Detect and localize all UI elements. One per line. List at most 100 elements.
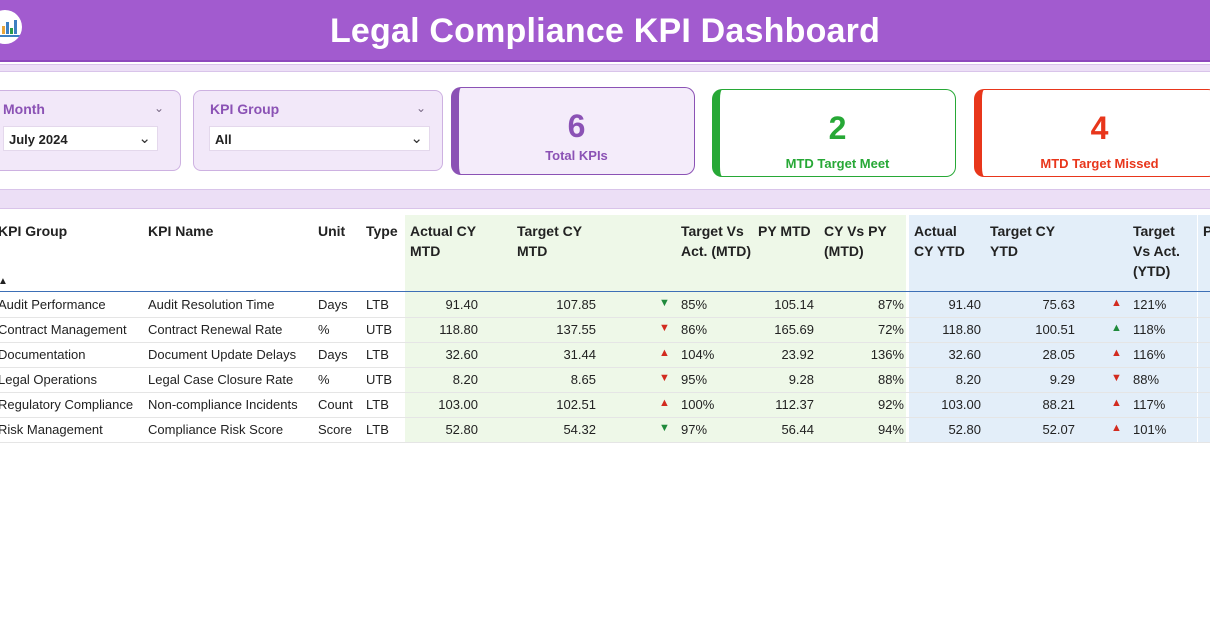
column-header-actual-cy-ytd[interactable]: Actual CY YTD xyxy=(914,223,965,259)
mtd-target-missed-card: 4 MTD Target Missed xyxy=(974,89,1210,177)
cell-kpi-name: Contract Renewal Rate xyxy=(148,322,283,337)
cell-actual-cy-ytd: 8.20 xyxy=(955,372,981,387)
cell-target-cy-mtd: 137.55 xyxy=(556,322,596,337)
cell-target-vs-act-ytd: 118% xyxy=(1133,322,1166,337)
table-row[interactable]: Audit Performance Audit Resolution Time Da… xyxy=(0,292,1210,317)
table-row[interactable]: Risk Management Compliance Risk Score Scor… xyxy=(0,417,1210,442)
cell-cy-vs-py-mtd: 72% xyxy=(877,322,904,337)
kpi-group-dropdown[interactable]: All ⌄ xyxy=(209,126,430,151)
chevron-down-icon[interactable]: ⌄ xyxy=(415,101,426,115)
column-header-kpi-group[interactable]: KPI Group xyxy=(0,223,68,239)
ytd-column-group xyxy=(909,215,1197,442)
cell-cy-vs-py-mtd: 94% xyxy=(877,422,904,437)
column-header-target-cy-mtd[interactable]: Target CY MTD xyxy=(517,223,582,259)
cell-unit: Count xyxy=(318,397,353,412)
total-kpis-label: Total KPIs xyxy=(545,148,608,163)
cell-target-vs-act-ytd: 117% xyxy=(1133,397,1166,412)
total-kpis-value: 6 xyxy=(567,108,586,144)
cell-target-vs-act-ytd: 116% xyxy=(1133,347,1166,362)
cell-target-vs-act-ytd: 101% xyxy=(1133,422,1167,437)
cell-py-mtd: 112.37 xyxy=(775,397,814,412)
column-header-cy-vs-py-mtd[interactable]: CY Vs PY (MTD) xyxy=(824,223,887,259)
cell-cy-vs-py-mtd: 136% xyxy=(870,347,904,362)
cell-target-vs-act-mtd: 86% xyxy=(681,322,708,337)
cell-kpi-group: Audit Performance xyxy=(0,297,106,312)
cell-kpi-name: Audit Resolution Time xyxy=(148,297,275,312)
cell-kpi-name: Compliance Risk Score xyxy=(148,422,284,437)
triangle-up-icon: ▲ xyxy=(1111,297,1122,309)
table-row[interactable]: Contract Management Contract Renewal Rate… xyxy=(0,317,1210,342)
mtd-target-meet-card: 2 MTD Target Meet xyxy=(712,89,956,177)
cell-target-cy-mtd: 54.32 xyxy=(563,422,596,437)
divider-band xyxy=(0,189,1210,209)
row-divider xyxy=(0,442,1210,443)
row-divider xyxy=(0,367,1210,368)
cell-kpi-group: Risk Management xyxy=(0,422,103,437)
column-header-target-vs-act-mtd[interactable]: Target Vs Act. (MTD) xyxy=(681,223,751,259)
cell-actual-cy-mtd: 91.40 xyxy=(445,297,478,312)
triangle-up-icon: ▲ xyxy=(1111,397,1122,409)
cell-actual-cy-ytd: 103.00 xyxy=(941,397,981,412)
cell-target-cy-mtd: 107.85 xyxy=(556,297,596,312)
cell-kpi-name: Document Update Delays xyxy=(148,347,297,362)
triangle-up-icon: ▲ xyxy=(1111,322,1122,334)
cell-kpi-group: Contract Management xyxy=(0,322,127,337)
kpi-group-slicer: KPI Group ⌄ All ⌄ xyxy=(193,90,443,171)
cell-actual-cy-mtd: 32.60 xyxy=(445,347,478,362)
cell-target-cy-ytd: 9.29 xyxy=(1049,372,1075,387)
triangle-down-icon: ▼ xyxy=(1111,372,1122,384)
mtd-column-group xyxy=(405,215,906,442)
column-header-unit[interactable]: Unit xyxy=(318,223,346,239)
column-header-truncated[interactable]: P xyxy=(1203,223,1210,239)
month-dropdown[interactable]: July 2024 ⌄ xyxy=(3,126,158,151)
kpi-group-slicer-label: KPI Group xyxy=(210,101,280,117)
triangle-down-icon: ▼ xyxy=(659,372,670,384)
column-header-py-mtd[interactable]: PY MTD xyxy=(758,223,811,239)
cell-actual-cy-ytd: 118.80 xyxy=(942,322,981,337)
column-header-type[interactable]: Type xyxy=(366,223,398,239)
cell-target-vs-act-mtd: 104% xyxy=(681,347,715,362)
cell-target-vs-act-ytd: 121% xyxy=(1133,297,1167,312)
chevron-down-icon[interactable]: ⌄ xyxy=(153,101,164,115)
row-divider xyxy=(0,392,1210,393)
cell-target-cy-ytd: 88.21 xyxy=(1042,397,1075,412)
column-header-target-cy-ytd[interactable]: Target CY YTD xyxy=(990,223,1055,259)
row-divider xyxy=(0,417,1210,418)
mtd-target-meet-label: MTD Target Meet xyxy=(785,156,890,171)
column-header-target-vs-act-ytd[interactable]: Target Vs Act. (YTD) xyxy=(1133,223,1180,279)
cell-unit: Days xyxy=(318,347,348,362)
cell-actual-cy-ytd: 32.60 xyxy=(948,347,981,362)
cell-actual-cy-mtd: 103.00 xyxy=(438,397,478,412)
triangle-down-icon: ▼ xyxy=(659,297,670,309)
cell-actual-cy-ytd: 52.80 xyxy=(948,422,981,437)
month-slicer-label: Month xyxy=(3,101,45,117)
row-divider xyxy=(0,342,1210,343)
cell-type: LTB xyxy=(366,397,389,412)
cell-kpi-name: Legal Case Closure Rate xyxy=(148,372,294,387)
table-row[interactable]: Regulatory Compliance Non-compliance Inci… xyxy=(0,392,1210,417)
cell-actual-cy-mtd: 8.20 xyxy=(452,372,478,387)
cell-actual-cy-ytd: 91.40 xyxy=(948,297,981,312)
table-row[interactable]: Documentation Document Update Delays Days L… xyxy=(0,342,1210,367)
cell-kpi-name: Non-compliance Incidents xyxy=(148,397,298,412)
cell-unit: % xyxy=(318,372,330,387)
divider-band xyxy=(0,64,1210,72)
cell-target-vs-act-mtd: 100% xyxy=(681,397,715,412)
cell-target-vs-act-mtd: 95% xyxy=(681,372,708,387)
cell-actual-cy-mtd: 52.80 xyxy=(445,422,478,437)
column-header-kpi-name[interactable]: KPI Name xyxy=(148,223,214,239)
cell-kpi-group: Legal Operations xyxy=(0,372,98,387)
mtd-target-missed-value: 4 xyxy=(1090,110,1109,146)
column-header-actual-cy-mtd[interactable]: Actual CY MTD xyxy=(410,223,476,259)
header-bar: Legal Compliance KPI Dashboard xyxy=(0,0,1210,62)
cell-type: UTB xyxy=(366,322,392,337)
sort-ascending-icon[interactable]: ▲ xyxy=(0,276,8,287)
chevron-down-icon: ⌄ xyxy=(138,130,151,147)
table-row[interactable]: Legal Operations Legal Case Closure Rate%… xyxy=(0,367,1210,392)
cell-target-cy-ytd: 75.63 xyxy=(1042,297,1075,312)
triangle-up-icon: ▲ xyxy=(659,347,670,359)
row-divider xyxy=(0,317,1210,318)
kpi-group-dropdown-value: All xyxy=(215,132,232,147)
cell-target-cy-ytd: 28.05 xyxy=(1042,347,1075,362)
